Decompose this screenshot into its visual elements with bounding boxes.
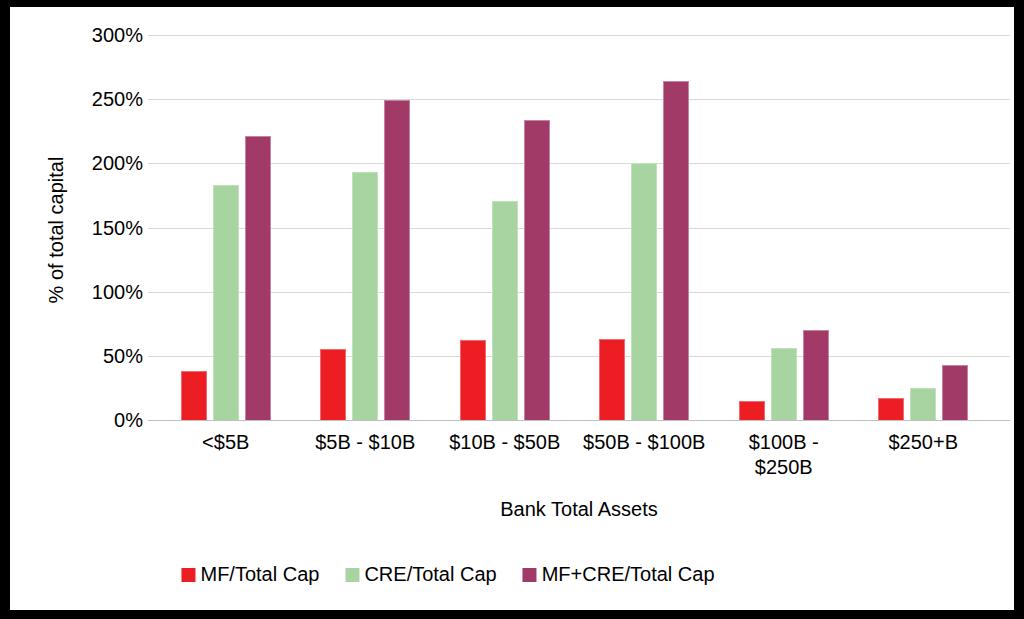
x-axis-title: Bank Total Assets xyxy=(500,498,658,521)
bar xyxy=(803,330,829,420)
x-category-label: $50B - $100B xyxy=(569,430,719,455)
bar xyxy=(599,339,625,420)
bar xyxy=(878,398,904,420)
bar xyxy=(352,172,378,420)
bar xyxy=(181,371,207,420)
gridline xyxy=(148,35,1010,36)
x-category-label: $10B - $50B xyxy=(430,430,580,455)
y-tick-label: 250% xyxy=(33,88,143,110)
chart-canvas: % of total capital 0%50%100%150%200%250%… xyxy=(10,7,1014,610)
legend: MF/Total Cap CRE/Total Cap MF+CRE/Total Ca… xyxy=(181,563,714,586)
gridline xyxy=(148,228,1010,229)
x-category-label: <$5B xyxy=(151,430,301,455)
y-tick-label: 200% xyxy=(33,152,143,174)
bar xyxy=(245,136,271,420)
chart-frame: % of total capital 0%50%100%150%200%250%… xyxy=(0,0,1024,619)
y-tick-label: 0% xyxy=(33,409,143,431)
legend-swatch-icon xyxy=(523,568,537,582)
x-category-label: $250+B xyxy=(848,430,998,455)
legend-item: CRE/Total Cap xyxy=(345,563,496,586)
bar xyxy=(631,163,657,420)
legend-label: CRE/Total Cap xyxy=(364,563,496,586)
plot-area xyxy=(148,35,1010,420)
x-category-label: $100B - $250B xyxy=(709,430,859,480)
legend-label: MF+CRE/Total Cap xyxy=(542,563,715,586)
x-category-label: $5B - $10B xyxy=(290,430,440,455)
bar xyxy=(460,340,486,420)
bar xyxy=(524,120,550,420)
legend-item: MF+CRE/Total Cap xyxy=(523,563,715,586)
gridline xyxy=(148,356,1010,357)
legend-label: MF/Total Cap xyxy=(200,563,319,586)
y-tick-label: 150% xyxy=(33,217,143,239)
legend-item: MF/Total Cap xyxy=(181,563,319,586)
y-tick-label: 300% xyxy=(33,24,143,46)
bar xyxy=(384,100,410,420)
x-axis-line xyxy=(148,420,1010,421)
legend-swatch-icon xyxy=(345,568,359,582)
bar xyxy=(942,365,968,420)
bar xyxy=(213,185,239,420)
legend-swatch-icon xyxy=(181,568,195,582)
bar xyxy=(320,349,346,420)
gridline xyxy=(148,163,1010,164)
y-tick-label: 50% xyxy=(33,345,143,367)
bar xyxy=(910,388,936,420)
gridline xyxy=(148,99,1010,100)
y-tick-label: 100% xyxy=(33,281,143,303)
bar xyxy=(771,348,797,420)
bar xyxy=(739,401,765,420)
gridline xyxy=(148,292,1010,293)
bar xyxy=(663,81,689,420)
bar xyxy=(492,201,518,420)
